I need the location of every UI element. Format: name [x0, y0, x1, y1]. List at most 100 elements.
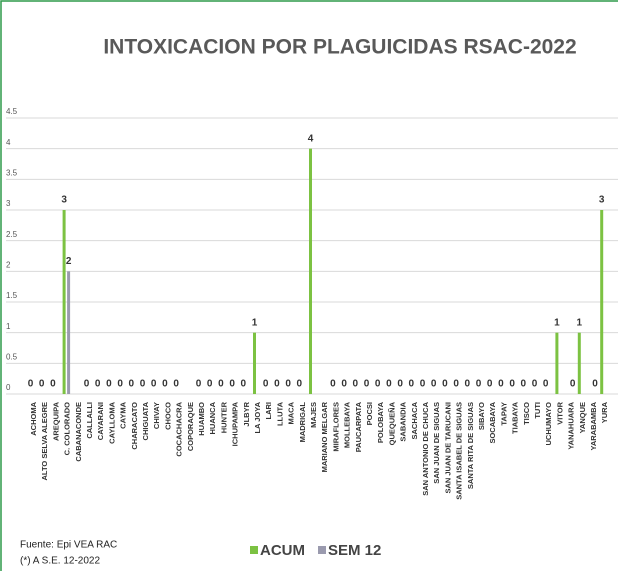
- value-label: 0: [592, 379, 598, 390]
- value-label: 3: [599, 195, 605, 206]
- x-tick-label: YARABAMBA: [589, 401, 598, 450]
- value-label: 0: [570, 379, 576, 390]
- value-label: 0: [465, 379, 471, 390]
- value-label: 0: [420, 379, 426, 390]
- x-tick-label: QUEQUEÑA: [387, 401, 396, 445]
- value-label: 0: [229, 379, 235, 390]
- value-label: 0: [218, 379, 224, 390]
- x-tick-label: SANTA ISABEL DE SIGUAS: [455, 402, 464, 500]
- value-label: 0: [196, 379, 202, 390]
- x-tick-label: YURA: [600, 401, 609, 423]
- value-label: 0: [521, 379, 527, 390]
- value-label: 2: [66, 256, 72, 267]
- x-tick-label: MOLLEBAYA: [343, 401, 352, 448]
- x-tick-label: SABANDIA: [399, 401, 408, 441]
- value-label: 0: [117, 379, 123, 390]
- note: (*) A S.E. 12-2022: [20, 556, 100, 567]
- x-tick-label: YANQUE: [578, 402, 587, 433]
- x-tick-label: SACHACA: [410, 401, 419, 439]
- x-tick-label: SAN ANTONIO DE CHUCA: [421, 401, 430, 495]
- x-tick-label: TIABAYA: [511, 401, 520, 434]
- bar: [600, 210, 604, 394]
- value-label: 0: [106, 379, 112, 390]
- value-label: 1: [554, 317, 560, 328]
- x-tick-label: TISCO: [522, 402, 531, 425]
- value-label: 0: [543, 379, 549, 390]
- x-tick-label: COCACHACRA: [175, 401, 184, 456]
- value-label: 0: [341, 379, 347, 390]
- value-label: 0: [397, 379, 403, 390]
- x-tick-label: SOCABAYA: [488, 401, 497, 443]
- value-label: 0: [50, 379, 56, 390]
- x-tick-label: MADRIGAL: [298, 402, 307, 443]
- x-tick-label: ACHOMA: [29, 401, 38, 435]
- x-tick-label: CAYLLOMA: [107, 401, 116, 443]
- value-label: 0: [409, 379, 415, 390]
- x-tick-label: COPORAQUE: [186, 402, 195, 451]
- x-tick-label: TUTI: [533, 402, 542, 419]
- x-tick-label: MIRAFLORES: [331, 402, 340, 452]
- x-tick-label: UCHUMAYO: [544, 402, 553, 446]
- value-label: 0: [297, 379, 303, 390]
- y-tick-label: 0.5: [6, 352, 18, 361]
- bar: [67, 271, 71, 394]
- x-tick-label: POCSI: [365, 402, 374, 425]
- x-tick-label: HUNTER: [219, 401, 228, 433]
- value-label: 0: [207, 379, 213, 390]
- chart-title: INTOXICACION POR PLAGUICIDAS RSAC-2022: [103, 36, 576, 59]
- value-label: 0: [487, 379, 493, 390]
- value-label: 0: [162, 379, 168, 390]
- value-label: 0: [364, 379, 370, 390]
- x-tick-label: LARI: [264, 402, 273, 420]
- legend-label: ACUM: [260, 542, 305, 559]
- y-tick-label: 1.5: [6, 291, 18, 300]
- x-tick-label: YANAHUARA: [567, 401, 576, 449]
- value-label: 0: [274, 379, 280, 390]
- value-label: 0: [95, 379, 101, 390]
- value-label: 0: [28, 379, 34, 390]
- value-label: 0: [84, 379, 90, 390]
- value-label: 0: [173, 379, 179, 390]
- value-label: 3: [61, 195, 67, 206]
- value-label: 1: [252, 317, 258, 328]
- x-tick-label: CAYARANI: [96, 402, 105, 440]
- value-label: 0: [453, 379, 459, 390]
- x-tick-label: SIBAYO: [477, 402, 486, 430]
- x-tick-label: ICHUPAMPA: [231, 401, 240, 446]
- x-tick-label: CAYMA: [119, 401, 128, 428]
- x-tick-label: PAUCARPATA: [354, 401, 363, 452]
- x-tick-label: ALTO SELVA ALEGRE: [40, 402, 49, 480]
- y-tick-label: 2: [6, 260, 11, 269]
- y-tick-label: 2.5: [6, 230, 18, 239]
- value-label: 0: [498, 379, 504, 390]
- value-label: 0: [442, 379, 448, 390]
- value-label: 0: [129, 379, 135, 390]
- value-label: 0: [39, 379, 45, 390]
- value-label: 0: [431, 379, 437, 390]
- x-tick-label: VITOR: [555, 401, 564, 424]
- bar: [555, 332, 559, 394]
- x-tick-label: CALLALLI: [85, 402, 94, 439]
- x-tick-label: MARIANO MELGAR: [320, 401, 329, 472]
- x-tick-label: HUAMBO: [197, 402, 206, 436]
- x-tick-label: CABANACONDE: [74, 402, 83, 462]
- value-label: 0: [509, 379, 515, 390]
- x-tick-label: C. COLORADO: [63, 402, 72, 455]
- value-label: 0: [140, 379, 146, 390]
- value-label: 0: [241, 379, 247, 390]
- bar: [309, 148, 312, 394]
- y-tick-label: 1: [6, 322, 11, 331]
- value-label: 0: [263, 379, 269, 390]
- bar: [62, 210, 66, 394]
- x-tick-label: CHIVAY: [152, 402, 161, 429]
- x-tick-label: POLOBAYA: [376, 401, 385, 443]
- y-tick-label: 4: [6, 138, 11, 147]
- y-tick-label: 3: [6, 199, 11, 208]
- value-label: 1: [577, 317, 583, 328]
- legend-label: SEM 12: [328, 542, 381, 559]
- x-tick-label: CHIGUATA: [141, 401, 150, 440]
- x-tick-label: SANTA RITA DE SIGUAS: [466, 402, 475, 489]
- bar: [577, 332, 581, 394]
